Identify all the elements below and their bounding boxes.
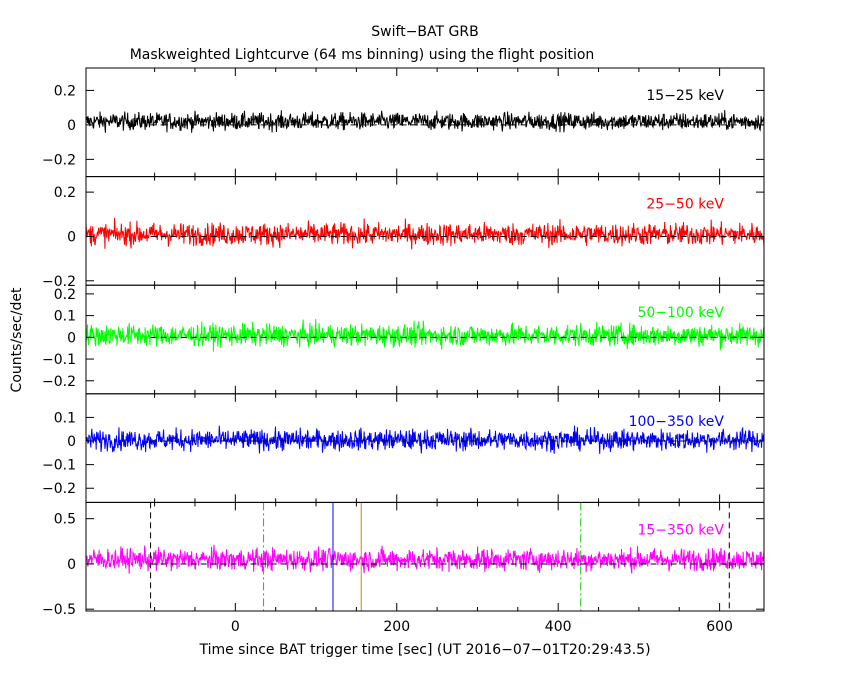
y-tick-label: −0.2 (42, 152, 76, 168)
panel-4: 0.1 0 −0.1 −0.2 100−350 keV (42, 393, 765, 503)
y-tick-label: 0.2 (54, 287, 76, 303)
series-line (85, 425, 765, 454)
series-line (85, 544, 765, 574)
series-label: 15−350 keV (637, 522, 724, 538)
x-axis-label: Time since BAT trigger time [sec] (UT 20… (198, 642, 650, 658)
panel-1: 0.2 0 −0.2 15−25 keV (42, 67, 765, 178)
y-tick-label: −0.2 (42, 274, 76, 290)
x-tick-label: 200 (383, 619, 410, 635)
series-label: 100−350 keV (629, 414, 725, 430)
y-tick-label: 0 (67, 330, 76, 346)
y-tick-label: 0 (67, 229, 76, 245)
y-axis-label: Counts/sec/det (9, 287, 25, 392)
y-tick-label: −0.2 (42, 374, 76, 390)
y-tick-label: 0 (67, 434, 76, 450)
y-tick-label: −0.1 (42, 352, 76, 368)
y-tick-label: 0.5 (54, 512, 76, 528)
y-tick-label: 0.1 (54, 410, 76, 426)
panel-2: 0.2 0 −0.2 25−50 keV (42, 176, 765, 290)
panel-5: 0.5 0 −0.5 0 200 400 600 15−350 keV (42, 501, 765, 635)
y-tick-label: −0.1 (42, 458, 76, 474)
y-tick-label: 0.2 (54, 83, 76, 99)
x-tick-label: 400 (545, 619, 572, 635)
series-label: 50−100 keV (637, 305, 724, 321)
y-tick-label: 0.2 (54, 185, 76, 201)
y-tick-label: 0 (67, 118, 76, 134)
y-tick-label: 0.1 (54, 309, 76, 325)
series-label: 25−50 keV (646, 197, 724, 213)
y-tick-label: −0.5 (42, 602, 76, 618)
series-line (85, 110, 765, 133)
panel-frame (85, 501, 765, 612)
y-tick-label: 0 (67, 557, 76, 573)
chart-title: Swift−BAT GRB (371, 24, 478, 40)
chart-subtitle: Maskweighted Lightcurve (64 ms binning) … (130, 47, 595, 63)
y-tick-label: −0.2 (42, 481, 76, 497)
x-tick-label: 600 (706, 619, 733, 635)
series-line (85, 318, 765, 352)
series-label: 15−25 keV (646, 88, 724, 104)
series-line (85, 217, 765, 250)
panel-3: 0.2 0.1 0 −0.1 −0.2 50−100 keV (42, 284, 765, 395)
x-tick-label: 0 (231, 619, 240, 635)
